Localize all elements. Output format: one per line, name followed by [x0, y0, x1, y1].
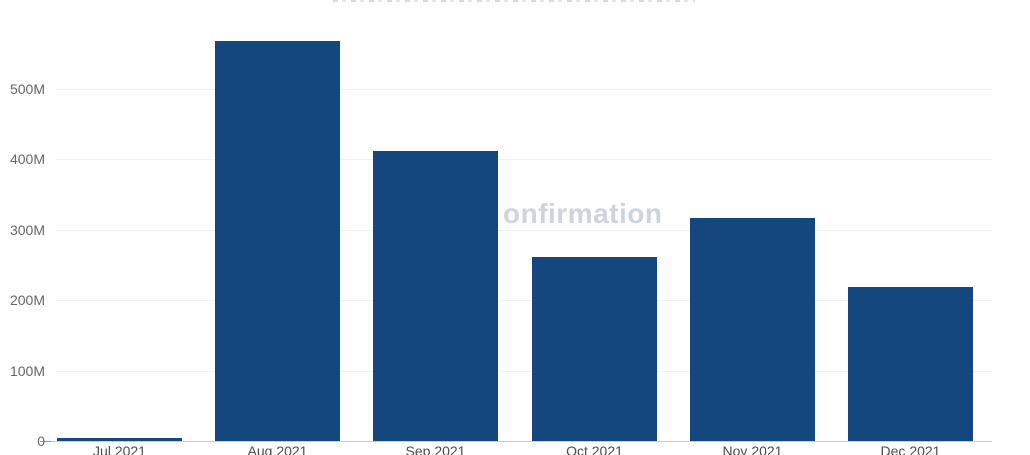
x-axis-tick-label: Dec 2021	[880, 443, 941, 455]
y-axis-tick-label: 500M	[9, 81, 45, 97]
x-axis-tick-label: Nov 2021	[722, 443, 783, 455]
clipped-title	[333, 0, 695, 2]
bar-nov-2021[interactable]	[690, 218, 815, 441]
bar-jul-2021[interactable]	[57, 438, 182, 441]
bar-sep-2021[interactable]	[373, 151, 498, 441]
x-axis-tick-label: Jul 2021	[93, 443, 146, 455]
y-axis-tick-label: 400M	[9, 151, 45, 167]
x-axis-line	[50, 441, 992, 442]
bar-aug-2021[interactable]	[215, 41, 340, 441]
y-axis-tick-label: 300M	[9, 222, 45, 238]
bar-oct-2021[interactable]	[532, 257, 657, 441]
y-axis-tick-label: 0	[37, 433, 45, 449]
y-axis-tick-label: 200M	[9, 292, 45, 308]
x-axis-tick-label: Oct 2021	[566, 443, 623, 455]
bar-dec-2021[interactable]	[848, 287, 973, 441]
x-axis-tick-label: Sep 2021	[405, 443, 466, 455]
y-gridline	[55, 230, 992, 231]
y-gridline	[55, 300, 992, 301]
y-gridline	[55, 159, 992, 160]
y-axis-tick-label: 100M	[9, 363, 45, 379]
x-axis-tick-label: Aug 2021	[247, 443, 308, 455]
watermark-logo[interactable]: onfirmation	[503, 198, 663, 229]
y-gridline	[55, 371, 992, 372]
zero-tick-mark	[40, 441, 51, 442]
y-gridline	[55, 89, 992, 90]
